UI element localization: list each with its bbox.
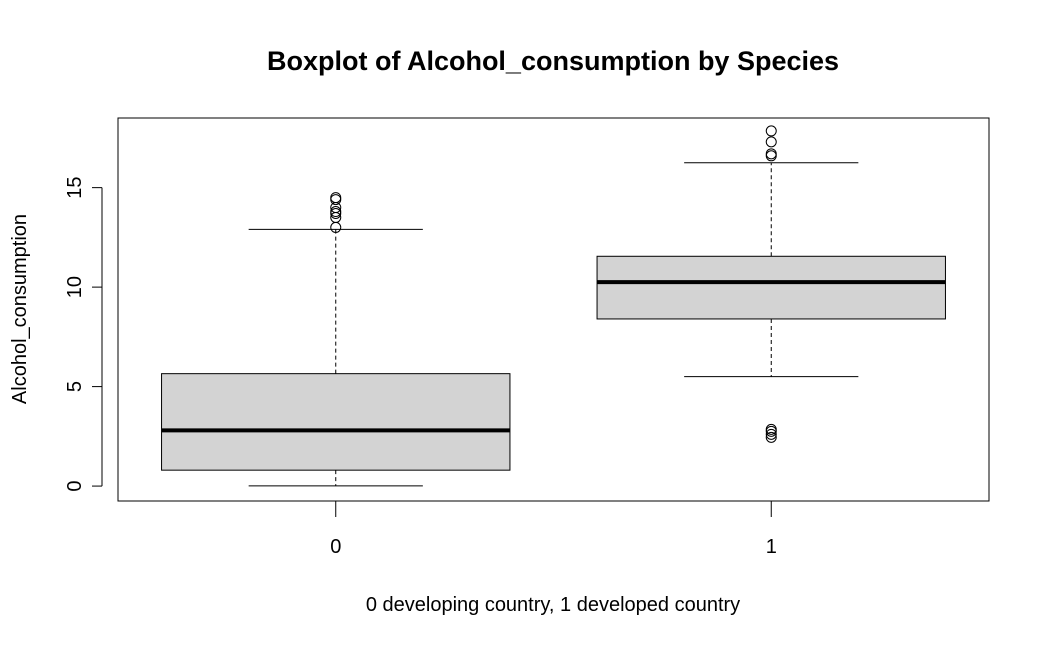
y-tick-label-10: 10	[64, 276, 86, 298]
outlier-point-1-0	[765, 431, 777, 443]
y-tick-label-15: 15	[64, 177, 86, 199]
plot-frame	[117, 117, 990, 502]
x-tick-label-1: 1	[766, 536, 777, 558]
y-tick-label-5: 5	[64, 381, 86, 392]
outlier-point-1-1	[765, 428, 777, 440]
box-iqr-0	[161, 373, 511, 471]
box-iqr-1	[596, 255, 946, 320]
y-tick-label-0: 0	[64, 481, 86, 492]
box-group-1	[596, 125, 946, 443]
plot-layer	[161, 125, 946, 487]
chart-title: Boxplot of Alcohol_consumption by Specie…	[267, 46, 839, 76]
box-group-0	[161, 192, 511, 487]
x-axis-label: 0 developing country, 1 developed countr…	[366, 594, 740, 616]
axis-layer: 0 5 10 15 0 1	[64, 177, 777, 558]
outlier-point-1-3	[765, 423, 777, 435]
outlier-point-1-7	[765, 125, 777, 137]
outlier-point-1-5	[765, 148, 777, 160]
outlier-point-0-3	[330, 206, 342, 218]
x-tick-label-0: 0	[330, 536, 341, 558]
outlier-point-1-6	[765, 136, 777, 148]
y-axis-label: Alcohol_consumption	[9, 214, 31, 404]
outlier-point-0-6	[330, 192, 342, 204]
